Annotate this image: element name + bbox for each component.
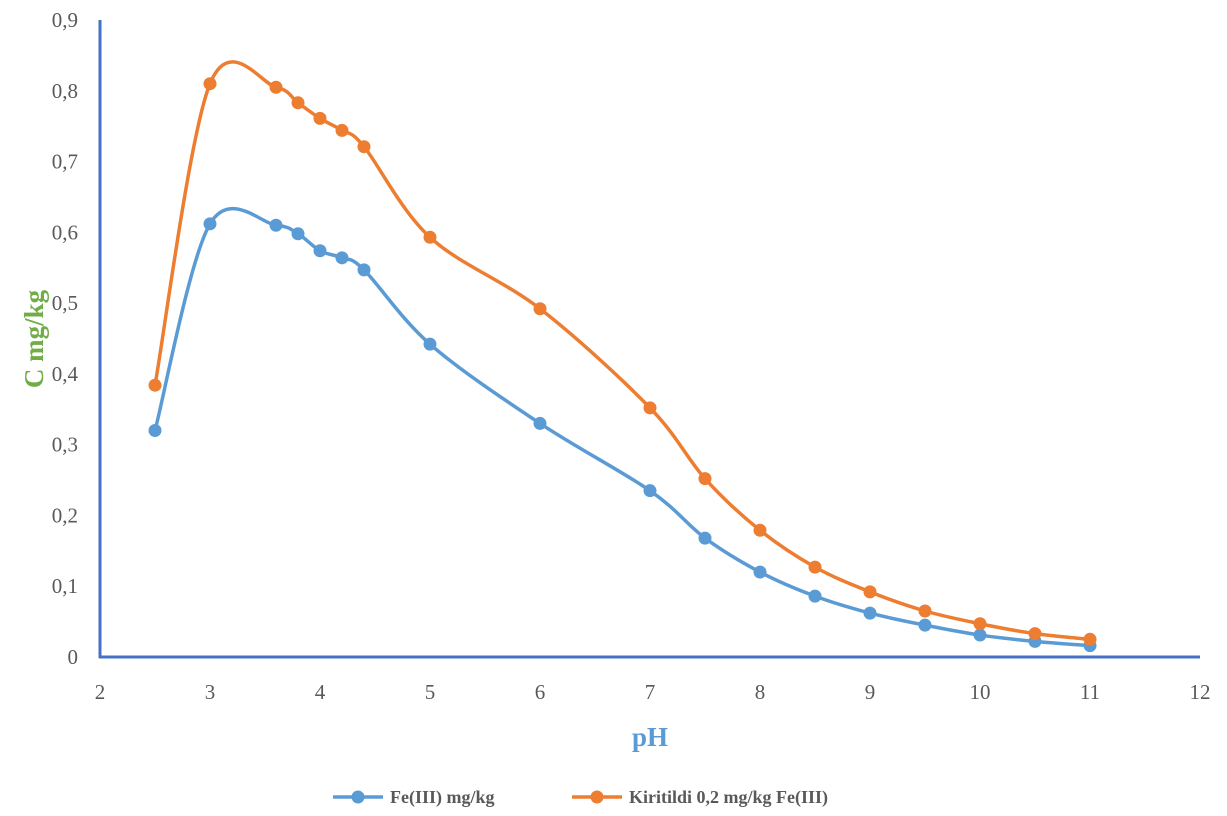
x-tick-label: 7 — [645, 680, 656, 704]
y-tick-label: 0,6 — [52, 220, 78, 244]
y-axis: 0 0,1 0,2 0,3 0,4 0,5 0,6 0,7 0,8 0,9 — [52, 8, 102, 669]
series-2-point — [918, 604, 932, 618]
series-1-point — [203, 217, 217, 231]
y-tick-label: 0 — [68, 645, 79, 669]
series-2-line — [153, 60, 1092, 642]
x-tick-label: 11 — [1080, 680, 1100, 704]
series-1-point — [863, 606, 877, 620]
series-2-point — [269, 80, 283, 94]
series-2-point — [357, 140, 371, 154]
y-tick-label: 0,5 — [52, 291, 78, 315]
legend-marker-1 — [351, 790, 365, 804]
series-2-point — [291, 96, 305, 110]
series-1-point — [973, 628, 987, 642]
series-1-point — [357, 263, 371, 277]
legend-marker-2 — [590, 790, 604, 804]
x-tick-label: 8 — [755, 680, 766, 704]
series-2-point — [1083, 632, 1097, 646]
series-1-point — [698, 531, 712, 545]
series-1-point — [808, 589, 822, 603]
y-tick-label: 0,1 — [52, 574, 78, 598]
series-2-point — [1028, 627, 1042, 641]
y-tick-label: 0,2 — [52, 503, 78, 527]
series-2 — [148, 60, 1097, 646]
x-tick-label: 6 — [535, 680, 546, 704]
legend-label-1: Fe(III) mg/kg — [390, 787, 495, 808]
x-tick-label: 5 — [425, 680, 436, 704]
series-2-point — [533, 302, 547, 316]
y-tick-label: 0,9 — [52, 8, 78, 32]
series-1-point — [291, 227, 305, 241]
legend: Fe(III) mg/kg Kiritildi 0,2 mg/kg Fe(III) — [333, 787, 828, 808]
series-1-point — [269, 218, 283, 232]
series-1-point — [753, 565, 767, 579]
series-2-point — [203, 77, 217, 91]
y-tick-label: 0,3 — [52, 433, 78, 457]
series-1-point — [148, 424, 162, 438]
x-axis: 2 3 4 5 6 7 8 9 10 11 12 — [95, 655, 1211, 704]
series-1-point — [643, 484, 657, 498]
series-2-point — [423, 230, 437, 244]
series-1-line — [153, 206, 1092, 648]
series-2-point — [863, 585, 877, 599]
series-1-point — [918, 618, 932, 632]
y-tick-label: 0,8 — [52, 79, 78, 103]
x-tick-label: 4 — [315, 680, 326, 704]
x-tick-label: 12 — [1190, 680, 1211, 704]
series-1-point — [313, 244, 327, 258]
series-2-point — [313, 111, 327, 125]
series-2-point — [148, 378, 162, 392]
series-2-point — [753, 523, 767, 537]
x-tick-label: 9 — [865, 680, 876, 704]
series-2-point — [335, 123, 349, 137]
series-1-point — [533, 416, 547, 430]
x-axis-title: pH — [632, 722, 668, 752]
series-1-point — [423, 337, 437, 351]
series-2-point — [973, 617, 987, 631]
x-tick-label: 10 — [970, 680, 991, 704]
y-tick-label: 0,4 — [52, 362, 79, 386]
series-2-point — [698, 472, 712, 486]
series-2-point — [643, 401, 657, 415]
series-layer — [148, 60, 1097, 653]
legend-label-2: Kiritildi 0,2 mg/kg Fe(III) — [629, 787, 828, 808]
series-1-point — [335, 251, 349, 265]
y-tick-label: 0,7 — [52, 150, 78, 174]
series-2-point — [808, 560, 822, 574]
x-tick-label: 2 — [95, 680, 106, 704]
series-1 — [148, 206, 1097, 653]
y-axis-title: C mg/kg — [19, 289, 49, 388]
x-tick-label: 3 — [205, 680, 216, 704]
